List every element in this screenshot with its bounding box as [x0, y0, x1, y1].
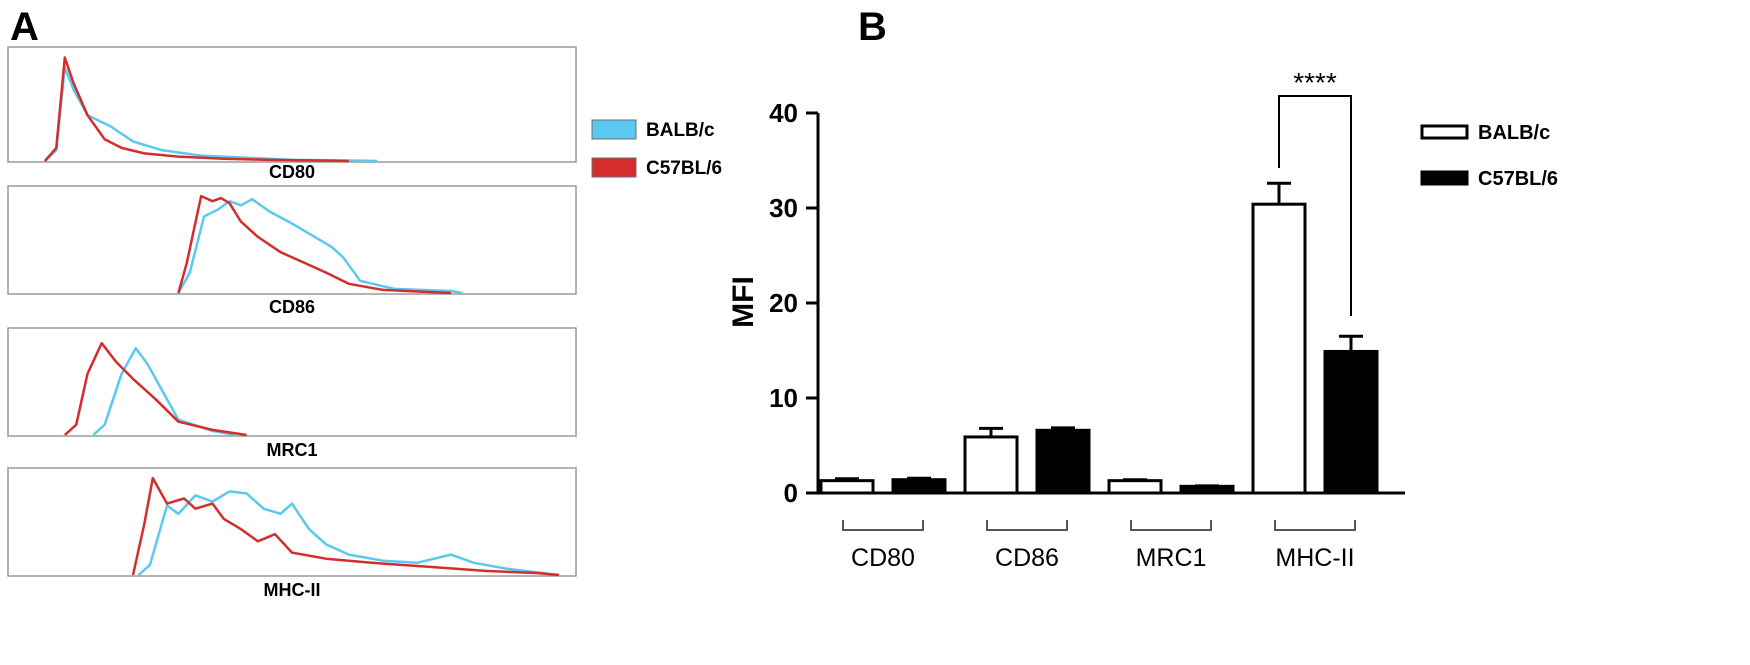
bar — [1107, 479, 1163, 495]
category-bracket — [1274, 520, 1356, 531]
c57bl6-histogram-curve — [63, 341, 247, 437]
bar — [1323, 349, 1379, 495]
c57bl6-histogram-curve — [131, 476, 560, 577]
bar — [819, 479, 875, 495]
histogram-legend: BALB/c C57BL/6 — [591, 119, 722, 179]
y-tick-label: 30 — [769, 193, 798, 223]
histogram-cd80: CD80 — [7, 46, 577, 182]
x-tick-label: CD86 — [995, 544, 1059, 572]
bar — [1251, 202, 1307, 495]
y-tick-label: 20 — [769, 288, 798, 318]
bar-legend: BALB/c C57BL/6 — [1420, 122, 1558, 190]
bar-legend-item-c57bl-6: C57BL/6 — [1420, 168, 1558, 190]
histogram-cd86: CD86 — [7, 185, 577, 317]
y-tick-label: 10 — [769, 383, 798, 413]
legend-swatch — [591, 119, 637, 140]
histogram-frame — [7, 467, 577, 577]
x-tick-label: MHC-II — [1275, 544, 1354, 572]
histogram-frame — [7, 327, 577, 437]
bar-group-mhc-ii: MHC-II — [1251, 181, 1379, 572]
histogram-mhc-ii: MHC-II — [7, 467, 577, 600]
bar-group-mrc1: MRC1 — [1107, 478, 1235, 572]
bar — [891, 478, 947, 495]
bar-legend-swatch — [1420, 124, 1469, 140]
histogram-label: CD80 — [269, 162, 315, 182]
category-bracket — [1130, 520, 1212, 531]
bar — [963, 435, 1019, 495]
bar-legend-item-balb-c: BALB/c — [1420, 122, 1550, 144]
histogram-label: MHC-II — [264, 580, 321, 600]
bar-legend-label: C57BL/6 — [1478, 168, 1558, 190]
category-bracket — [986, 520, 1068, 531]
bar-legend-label: BALB/c — [1478, 122, 1550, 144]
histogram-panels: CD80 CD86 MRC1 MHC-II — [7, 46, 577, 600]
y-tick-label: 0 — [784, 478, 798, 508]
legend-label: C57BL/6 — [646, 158, 722, 179]
legend-label: BALB/c — [646, 120, 715, 141]
balbc-histogram-curve — [137, 490, 560, 577]
category-bracket — [842, 520, 924, 531]
x-tick-label: CD80 — [851, 544, 915, 572]
histogram-mrc1: MRC1 — [7, 327, 577, 460]
c57bl6-histogram-curve — [177, 194, 452, 295]
panel-a-label: A — [10, 5, 39, 49]
significance-annotation: **** — [1278, 67, 1352, 316]
histogram-label: MRC1 — [266, 440, 317, 460]
bar-chart: 0 10 20 30 40 MFI CD80 CD86 MRC1 MHC-II **** — [727, 67, 1405, 572]
bar-group-cd86: CD86 — [963, 426, 1091, 572]
y-axis-label: MFI — [727, 276, 760, 328]
histogram-frame — [7, 46, 577, 163]
y-tick-label: 40 — [769, 98, 798, 128]
histogram-frame — [7, 185, 577, 295]
panel-a-histograms: A CD80 CD86 MRC1 MHC-II BALB/c C57BL/6 — [7, 5, 722, 600]
panel-b-label: B — [858, 5, 887, 49]
bar-legend-swatch — [1420, 170, 1469, 186]
x-tick-label: MRC1 — [1136, 544, 1207, 572]
panel-b-bar-chart: B 0 10 20 30 40 MFI CD80 CD86 MRC1 MHC-II **** BAL… — [727, 5, 1558, 572]
bar — [1035, 428, 1091, 495]
bar-group-cd80: CD80 — [819, 476, 947, 572]
legend-item-c57bl-6: C57BL/6 — [591, 157, 722, 179]
legend-item-balb-c: BALB/c — [591, 119, 715, 141]
c57bl6-histogram-curve — [43, 56, 349, 163]
balbc-histogram-curve — [177, 197, 463, 295]
significance-stars: **** — [1293, 67, 1337, 98]
legend-swatch — [591, 157, 637, 178]
histogram-label: CD86 — [269, 297, 315, 317]
significance-bracket — [1278, 95, 1352, 316]
